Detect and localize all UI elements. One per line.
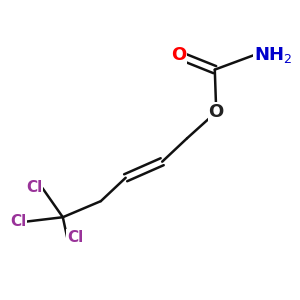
Text: Cl: Cl — [26, 181, 42, 196]
Text: Cl: Cl — [67, 230, 83, 245]
Text: O: O — [208, 103, 224, 121]
Text: O: O — [171, 46, 186, 64]
Text: Cl: Cl — [10, 214, 26, 229]
Text: NH$_2$: NH$_2$ — [254, 45, 293, 65]
